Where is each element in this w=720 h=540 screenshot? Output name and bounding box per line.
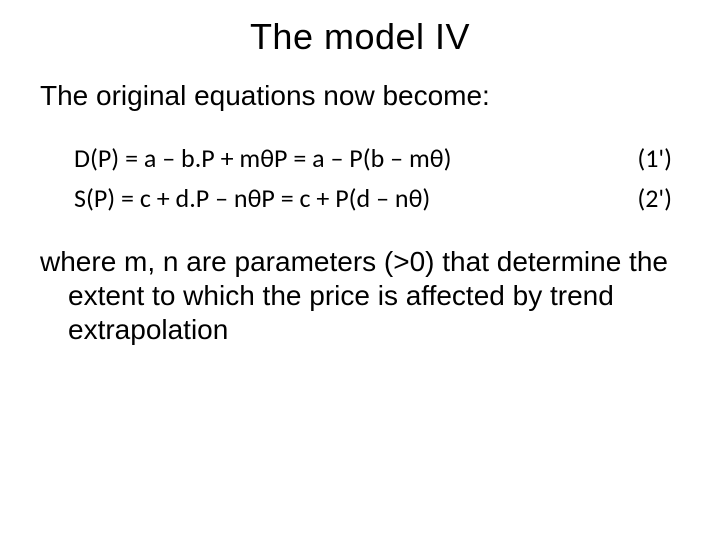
equation-text: D(P) = a – b.P + mθP = a – P(b – mθ) [74,138,451,178]
equation-label: (2') [637,178,680,218]
page-title: The model IV [40,16,680,58]
equation-row: D(P) = a – b.P + mθP = a – P(b – mθ) (1'… [40,138,680,178]
equation-text: S(P) = c + d.P – nθP = c + P(d – nθ) [74,178,430,218]
intro-text: The original equations now become: [40,80,680,112]
equation-row: S(P) = c + d.P – nθP = c + P(d – nθ) (2'… [40,178,680,218]
slide: The model IV The original equations now … [0,0,720,540]
equation-label: (1') [637,138,680,178]
footnote-text: where m, n are parameters (>0) that dete… [40,245,680,347]
equation-block: D(P) = a – b.P + mθP = a – P(b – mθ) (1'… [40,138,680,219]
